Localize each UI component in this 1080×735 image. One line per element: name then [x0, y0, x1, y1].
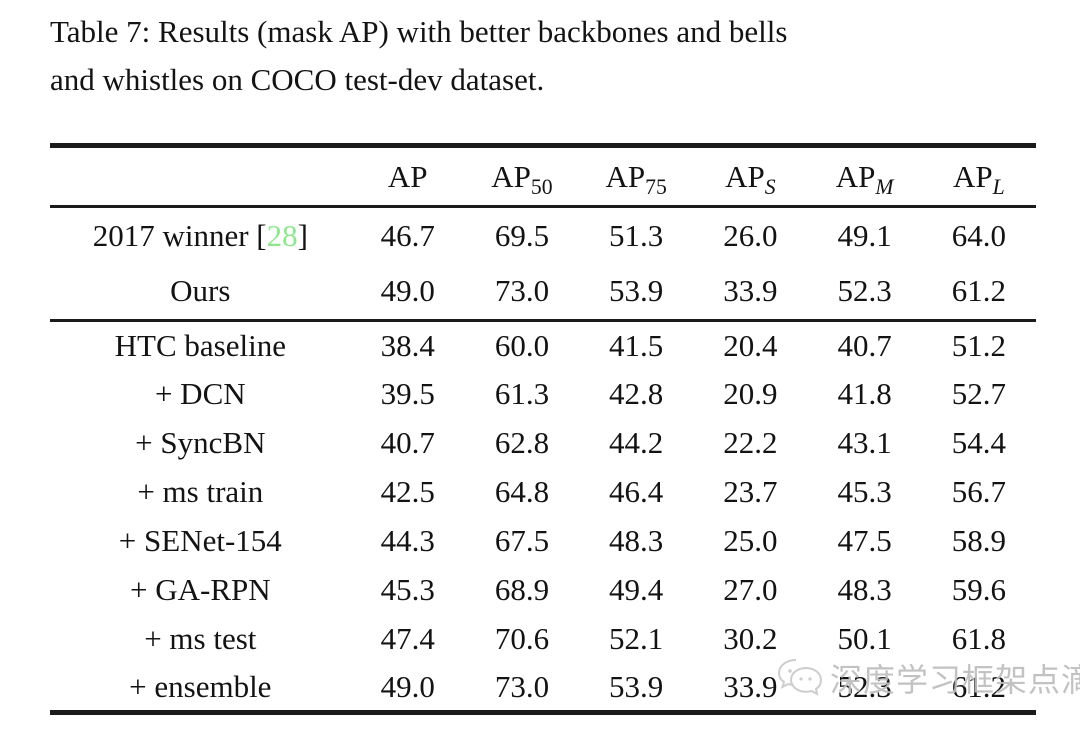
cell-ap75: 53.9 — [609, 273, 664, 309]
cell-ap: 47.4 — [380, 621, 435, 656]
header-empty-cell — [50, 146, 351, 207]
ablation-group: HTC baseline 38.4 60.0 41.5 20.4 40.7 51… — [50, 321, 1036, 713]
cell-aps: 23.7 — [723, 474, 778, 509]
cell-ap50: 60.0 — [494, 327, 550, 363]
row-label: + SENet-154 — [118, 523, 282, 558]
table-header: AP AP50 AP75 APS APM APL — [50, 146, 1036, 207]
cell-ap: 42.5 — [380, 474, 435, 509]
cell-ap: 40.7 — [380, 425, 435, 460]
cell-ap: 44.3 — [380, 523, 435, 558]
table-row-ours: Ours 49.0 73.0 53.9 33.9 52.3 61.2 — [50, 264, 1036, 321]
cell-ap75: 53.9 — [609, 668, 664, 704]
cell-apl: 59.6 — [951, 572, 1006, 607]
caption-line-2: and whistles on COCO test-dev dataset. — [50, 62, 545, 97]
cell-ap75: 52.1 — [609, 621, 664, 656]
cell-aps: 30.2 — [723, 621, 778, 656]
cell-apm: 47.5 — [837, 523, 892, 558]
cell-apm: 52.3 — [837, 668, 892, 704]
cell-apm: 48.3 — [837, 572, 892, 607]
cell-ap50: 68.9 — [494, 572, 550, 607]
cell-aps: 25.0 — [723, 523, 778, 558]
cell-ap75: 44.2 — [609, 425, 664, 460]
cell-ap50: 70.6 — [494, 621, 550, 656]
caption-line-1: Table 7: Results (mask AP) with better b… — [50, 14, 788, 49]
header-row: AP AP50 AP75 APS APM APL — [50, 146, 1036, 207]
results-table: AP AP50 AP75 APS APM APL 2017 winner [28… — [50, 143, 1036, 715]
header-ap50: AP50 — [491, 158, 553, 199]
cell-aps: 20.4 — [723, 327, 778, 363]
row-label: + SyncBN — [135, 425, 266, 460]
header-apl: APL — [953, 158, 1005, 199]
row-label: + ms test — [144, 621, 257, 656]
cell-aps: 20.9 — [723, 376, 778, 411]
table-row-ms-test: + ms test 47.4 70.6 52.1 30.2 50.1 61.8 — [50, 615, 1036, 664]
cell-aps: 33.9 — [723, 273, 778, 309]
table-row-2017-winner: 2017 winner [28] 46.7 69.5 51.3 26.0 49.… — [50, 207, 1036, 264]
cell-apm: 40.7 — [837, 327, 892, 363]
cell-ap50: 61.3 — [494, 376, 550, 411]
table-row-htc-baseline: HTC baseline 38.4 60.0 41.5 20.4 40.7 51… — [50, 321, 1036, 370]
cell-ap50: 67.5 — [494, 523, 550, 558]
cell-aps: 26.0 — [723, 217, 778, 253]
cell-apl: 61.8 — [951, 621, 1006, 656]
cell-ap50: 62.8 — [494, 425, 550, 460]
cell-ap: 49.0 — [380, 668, 435, 704]
cell-apm: 52.3 — [837, 273, 892, 309]
row-label: HTC baseline — [114, 327, 286, 363]
cell-apl: 56.7 — [951, 474, 1006, 509]
cell-aps: 27.0 — [723, 572, 778, 607]
cell-ap75: 46.4 — [609, 474, 664, 509]
cell-ap: 45.3 — [380, 572, 435, 607]
results-table-container: AP AP50 AP75 APS APM APL 2017 winner [28… — [50, 143, 1036, 715]
header-ap75: AP75 — [605, 158, 667, 199]
cell-ap75: 49.4 — [609, 572, 664, 607]
header-apm: APM — [835, 158, 894, 199]
row-label: + DCN — [154, 376, 246, 411]
cell-aps: 22.2 — [723, 425, 778, 460]
cell-apl: 52.7 — [951, 376, 1006, 411]
cell-ap75: 51.3 — [609, 217, 664, 253]
cell-ap50: 64.8 — [494, 474, 550, 509]
cell-apl: 61.2 — [951, 668, 1006, 704]
cell-apl: 61.2 — [951, 273, 1006, 309]
row-label: + ms train — [137, 474, 264, 509]
cell-ap75: 42.8 — [609, 376, 664, 411]
cell-ap50: 69.5 — [494, 217, 550, 253]
table-row-ga-rpn: + GA-RPN 45.3 68.9 49.4 27.0 48.3 59.6 — [50, 566, 1036, 615]
row-label: 2017 winner [28] — [92, 217, 308, 253]
cell-ap: 38.4 — [380, 327, 435, 363]
citation-28: 28 — [266, 217, 298, 253]
cell-apl: 58.9 — [951, 523, 1006, 558]
row-label: Ours — [170, 273, 231, 309]
cell-apl: 51.2 — [951, 327, 1006, 363]
cell-aps: 33.9 — [723, 668, 778, 704]
header-ap: AP — [387, 158, 428, 194]
header-aps: APS — [725, 158, 776, 199]
row-label: + GA-RPN — [129, 572, 271, 607]
cell-ap50: 73.0 — [494, 273, 550, 309]
cell-ap: 49.0 — [380, 273, 435, 309]
table-caption: Table 7: Results (mask AP) with better b… — [50, 8, 1030, 104]
cell-apm: 45.3 — [837, 474, 892, 509]
cell-apm: 43.1 — [837, 425, 892, 460]
cell-ap: 46.7 — [380, 217, 435, 253]
cell-apm: 50.1 — [837, 621, 892, 656]
cell-apl: 54.4 — [951, 425, 1006, 460]
row-label: + ensemble — [129, 668, 272, 704]
table-row-ensemble: + ensemble 49.0 73.0 53.9 33.9 52.3 61.2 — [50, 664, 1036, 713]
cell-apm: 49.1 — [837, 217, 892, 253]
table-row-ms-train: + ms train 42.5 64.8 46.4 23.7 45.3 56.7 — [50, 468, 1036, 517]
cell-apl: 64.0 — [951, 217, 1006, 253]
comparison-group: 2017 winner [28] 46.7 69.5 51.3 26.0 49.… — [50, 207, 1036, 321]
cell-ap: 39.5 — [380, 376, 435, 411]
cell-ap75: 41.5 — [609, 327, 664, 363]
cell-ap50: 73.0 — [494, 668, 550, 704]
table-row-syncbn: + SyncBN 40.7 62.8 44.2 22.2 43.1 54.4 — [50, 419, 1036, 468]
table-row-senet-154: + SENet-154 44.3 67.5 48.3 25.0 47.5 58.… — [50, 517, 1036, 566]
cell-apm: 41.8 — [837, 376, 892, 411]
table-row-dcn: + DCN 39.5 61.3 42.8 20.9 41.8 52.7 — [50, 370, 1036, 419]
cell-ap75: 48.3 — [609, 523, 664, 558]
